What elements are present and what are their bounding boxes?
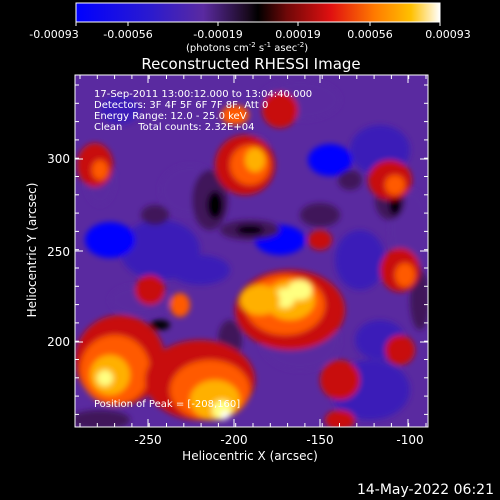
colorbar-tick-label: 0.00019 xyxy=(275,28,321,41)
info-detectors: Detectors: 3F 4F 5F 6F 7F 8F, Att 0 xyxy=(94,100,268,111)
colorbar-tick-label: -0.00019 xyxy=(193,28,242,41)
y-tick-label: 200 xyxy=(47,335,70,349)
x-axis-label: Heliocentric X (arcsec) xyxy=(182,449,318,463)
colorbar-tick-label: 0.00093 xyxy=(425,28,471,41)
x-tick-label: -200 xyxy=(220,433,247,447)
colorbar: -0.00093 -0.00056 -0.00019 0.00019 0.000… xyxy=(29,2,471,54)
x-tick-label: -100 xyxy=(396,433,423,447)
y-tick-label: 300 xyxy=(47,152,70,166)
reconstructed-image xyxy=(75,75,428,427)
colorbar-unit-label: (photons cm-2 s-1 asec-2) xyxy=(186,41,308,54)
axis-tick-marks xyxy=(75,75,428,427)
y-tick-label: 250 xyxy=(47,245,70,259)
colorbar-tick-label: -0.00056 xyxy=(103,28,152,41)
generation-timestamp: 14-May-2022 06:21 xyxy=(357,482,494,498)
x-tick-label: -150 xyxy=(306,433,333,447)
info-time-range: 17-Sep-2011 13:00:12.000 to 13:04:40.000 xyxy=(94,89,312,100)
info-clean-counts: Clean Total counts: 2.32E+04 xyxy=(94,122,254,133)
image-info: 17-Sep-2011 13:00:12.000 to 13:04:40.000… xyxy=(94,89,312,410)
colorbar-tick-label: -0.00093 xyxy=(29,28,78,41)
colorbar-tick-marks xyxy=(75,22,441,26)
info-peak-position: Position of Peak = [-208,160] xyxy=(94,399,240,410)
y-axis-label: Heliocentric Y (arcsec) xyxy=(25,183,39,318)
x-tick-label: -250 xyxy=(134,433,161,447)
colorbar-tick-label: 0.00056 xyxy=(347,28,393,41)
colorbar-gradient xyxy=(75,2,441,23)
info-energy-range: Energy Range: 12.0 - 25.0 keV xyxy=(94,111,247,122)
figure-title: Reconstructed RHESSI Image xyxy=(141,55,360,73)
